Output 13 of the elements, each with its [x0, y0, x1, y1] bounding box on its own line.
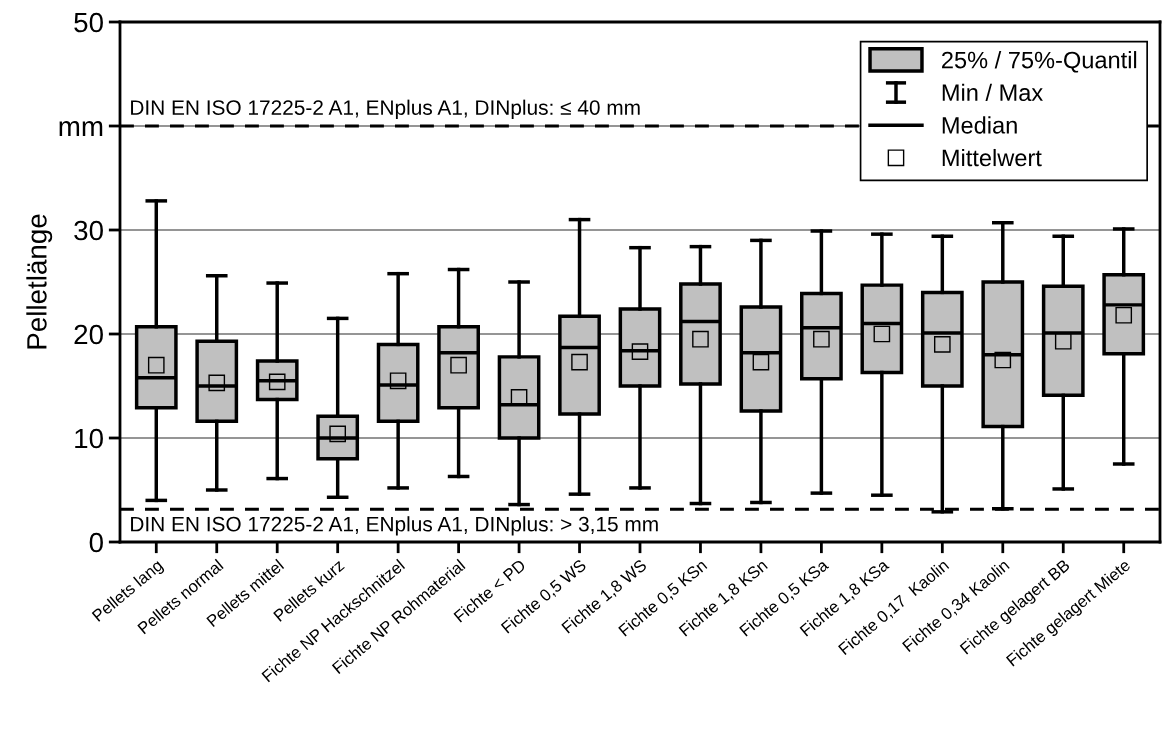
y-tick-label: 10: [75, 428, 103, 449]
annotation: 25% / 75%-Quantil: [942, 51, 1137, 73]
y-tick-label: 50: [74, 12, 103, 33]
annotation: Min / Max: [942, 83, 1043, 102]
y-tick-label: 30: [74, 220, 103, 241]
y-tick-label: 0: [89, 532, 103, 553]
annotation: Mittelwert: [942, 148, 1042, 167]
y-axis-title: Pelletlänge: [26, 214, 53, 349]
y-tick-label: 20: [74, 324, 103, 345]
annotation: DIN EN ISO 17225-2 A1, ENplus A1, DINplus: ≤ 40 mm: [131, 99, 640, 120]
y-tick-label: mm: [59, 121, 103, 137]
annotation: Median: [942, 116, 1017, 134]
annotation: DIN EN ISO 17225-2 A1, ENplus A1, DINplus: > 3,15 mm: [131, 516, 658, 536]
